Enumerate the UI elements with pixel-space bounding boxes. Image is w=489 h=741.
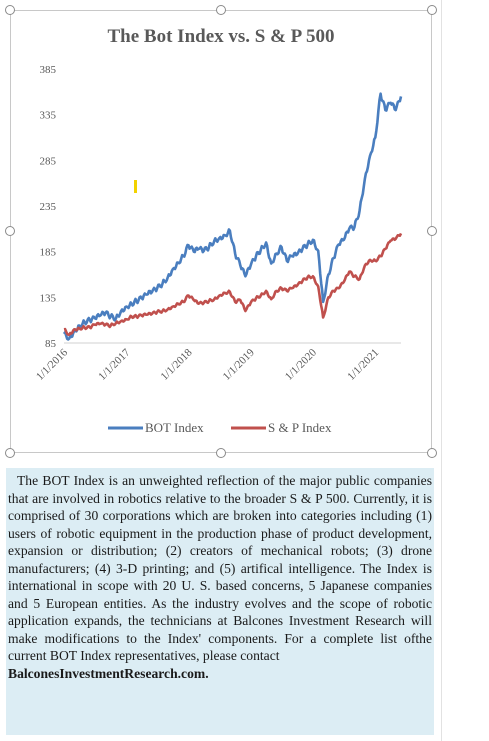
y-tick-label-3: 235 — [40, 201, 57, 213]
series-lines — [62, 92, 403, 341]
resize-handle-bottom-left[interactable] — [5, 448, 15, 458]
y-tick-label-1: 135 — [40, 292, 57, 304]
x-tick-label-5: 1/1/2021 — [345, 347, 381, 383]
chart-title: The Bot Index vs. S & P 500 — [108, 26, 335, 47]
y-tick-label-4: 285 — [40, 155, 57, 167]
resize-handle-top-middle[interactable] — [216, 5, 226, 15]
description-text-box[interactable]: The BOT Index is an unweighted reflectio… — [6, 468, 434, 735]
stray-yellow-mark — [134, 180, 137, 193]
resize-handle-top-right[interactable] — [427, 5, 437, 15]
description-paragraph: The BOT Index is an unweighted reflectio… — [8, 472, 432, 682]
x-tick-label-3: 1/1/2019 — [221, 346, 257, 382]
chart-frame[interactable] — [10, 10, 432, 453]
legend-label-0: BOT Index — [145, 420, 204, 435]
y-tick-label-6: 385 — [40, 64, 57, 76]
x-tick-label-0: 1/1/2016 — [34, 346, 70, 382]
resize-handle-bottom-middle[interactable] — [216, 448, 226, 458]
contact-website: BalconesInvestmentResearch.com. — [8, 665, 209, 681]
chart: The Bot Index vs. S & P 500 85 135 185 235 2… — [34, 26, 403, 435]
series-line-0 — [62, 92, 403, 341]
x-tick-label-1: 1/1/2017 — [96, 346, 132, 382]
y-tick-label-2: 185 — [40, 247, 57, 259]
page-edge — [441, 0, 442, 741]
resize-handle-bottom-right[interactable] — [427, 448, 437, 458]
x-axis-ticks: 1/1/2016 1/1/2017 1/1/2018 1/1/2019 1/1/2020… — [34, 346, 381, 382]
series-line-1 — [63, 232, 403, 337]
legend: BOT Index S & P Index — [108, 420, 332, 435]
y-tick-label-5: 335 — [40, 110, 57, 122]
y-tick-label-0: 85 — [45, 338, 57, 350]
x-tick-label-2: 1/1/2018 — [159, 346, 195, 382]
x-tick-label-4: 1/1/2020 — [283, 346, 319, 382]
legend-label-1: S & P Index — [268, 420, 332, 435]
resize-handle-middle-right[interactable] — [427, 226, 437, 236]
y-axis-ticks: 85 135 185 235 285 335 385 — [40, 64, 57, 350]
description-body: The BOT Index is an unweighted reflectio… — [8, 473, 432, 663]
resize-handle-middle-left[interactable] — [5, 226, 15, 236]
resize-handle-top-left[interactable] — [5, 5, 15, 15]
